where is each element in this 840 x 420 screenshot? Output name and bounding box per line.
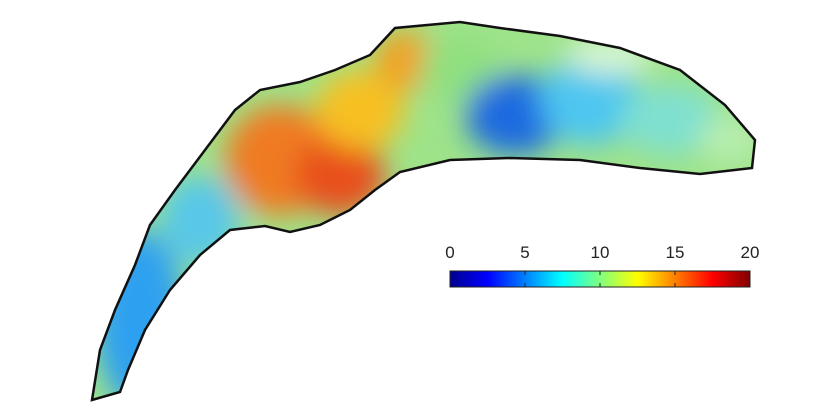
colorbar-tick-label: 0 — [445, 243, 454, 262]
heatmap — [92, 22, 755, 400]
colorbar-tick-label: 20 — [741, 243, 760, 262]
colorbar-tick-label: 15 — [666, 243, 685, 262]
colorbar-tick-label: 10 — [591, 243, 610, 262]
shoreline — [90, 20, 757, 402]
colorbar-ticks: 0 5 10 15 20 — [445, 243, 759, 287]
colorbar-tick-label: 5 — [520, 243, 529, 262]
